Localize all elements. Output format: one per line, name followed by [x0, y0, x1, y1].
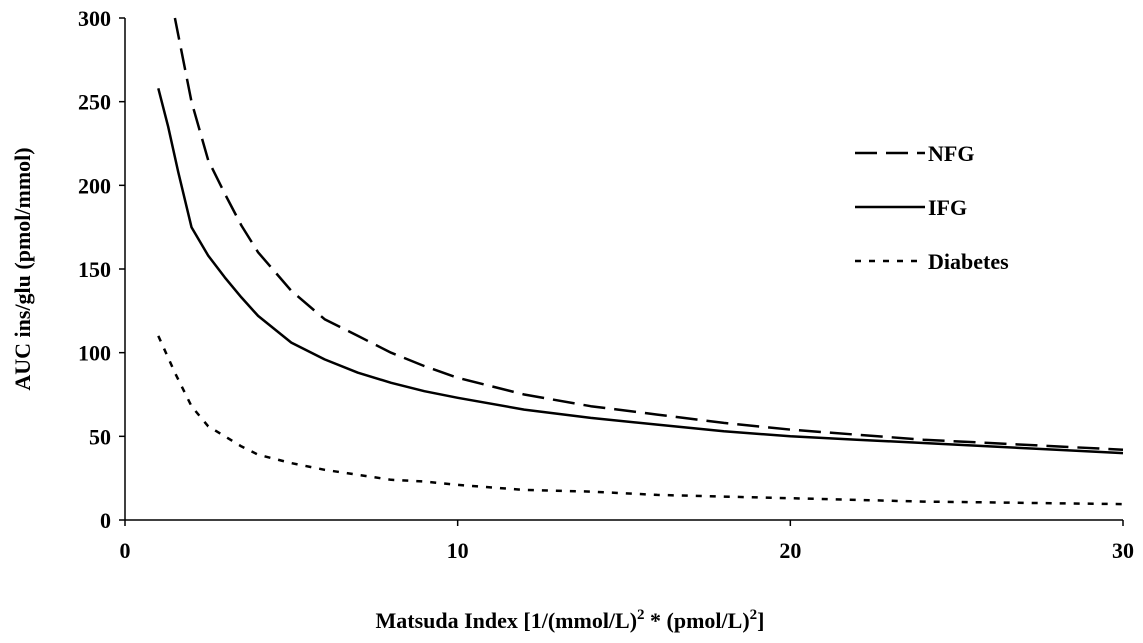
plot-lines — [157, 17, 1124, 506]
x-tick-label: 10 — [447, 538, 469, 563]
x-tick-label: 30 — [1112, 538, 1134, 563]
y-axis-title: AUC ins/glu (pmol/mmol) — [10, 147, 35, 390]
y-ticks: 0 50 100 150 200 250 300 — [78, 6, 125, 533]
series-line-ifg — [157, 87, 1124, 455]
x-axis-title-sup1: 2 — [637, 607, 645, 623]
x-tick-label: 0 — [120, 538, 131, 563]
x-tick-label: 20 — [779, 538, 801, 563]
y-tick-label: 50 — [89, 424, 111, 449]
x-axis-title-main: Matsuda Index [1/(mmol/L) — [375, 608, 637, 633]
x-ticks: 0 10 20 30 — [120, 520, 1134, 563]
legend-label-nfg: NFG — [928, 141, 974, 166]
series-line-nfg — [173, 17, 1124, 451]
x-axis-title-sup2: 2 — [750, 607, 758, 623]
x-axis-title-end: ] — [757, 608, 764, 633]
x-axis-title-mid: * (pmol/L) — [645, 608, 750, 633]
y-tick-label: 200 — [78, 173, 111, 198]
y-tick-label: 100 — [78, 341, 111, 366]
y-tick-label: 0 — [100, 508, 111, 533]
y-tick-label: 300 — [78, 6, 111, 31]
y-tick-label: 150 — [78, 257, 111, 282]
legend: NFG IFG Diabetes — [855, 141, 1009, 274]
legend-label-ifg: IFG — [928, 195, 967, 220]
series-line-diabetes — [157, 335, 1124, 506]
legend-label-diabetes: Diabetes — [928, 249, 1009, 274]
y-tick-label: 250 — [78, 90, 111, 115]
x-axis-title: Matsuda Index [1/(mmol/L)2 * (pmol/L)2] — [375, 607, 764, 633]
